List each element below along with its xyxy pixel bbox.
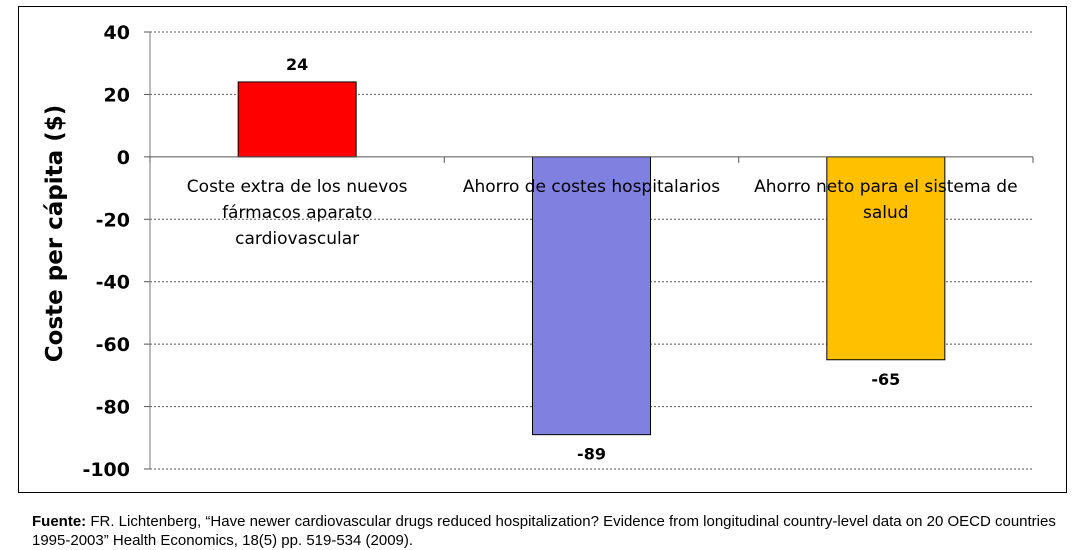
bar-chart: 40 20 0 -20 -40 -60 -80 -100 Coste per cápita ($… [42,22,1034,481]
category-label: Coste extra de los nuevos fármacos aparat… [187,177,408,249]
y-tick-label: -80 [96,397,130,419]
bar [826,156,946,361]
y-tick-label: 0 [117,147,130,169]
y-tick-label: -20 [96,209,130,231]
y-tick-label: 40 [104,22,130,44]
y-tick-label: -60 [96,334,130,356]
y-tick-label: -40 [96,272,130,294]
source-label: Fuente: [32,513,87,530]
data-label: 24 [286,55,308,74]
bar [532,156,651,436]
source-text: FR. Lichtenberg, “Have newer cardiovascu… [32,513,1056,549]
y-tick-label: -100 [82,459,130,481]
data-label: -89 [577,445,606,464]
data-label: -65 [871,370,900,389]
bar [237,81,357,158]
category-label: Ahorro neto para el sistema de salud [754,177,1017,223]
y-tick-label: 20 [104,84,130,106]
category-label: Ahorro de costes hospitalarios [463,177,720,197]
source-note: Fuente: FR. Lichtenberg, “Have newer car… [32,512,1072,550]
y-axis-label: Coste per cápita ($) [42,105,68,362]
